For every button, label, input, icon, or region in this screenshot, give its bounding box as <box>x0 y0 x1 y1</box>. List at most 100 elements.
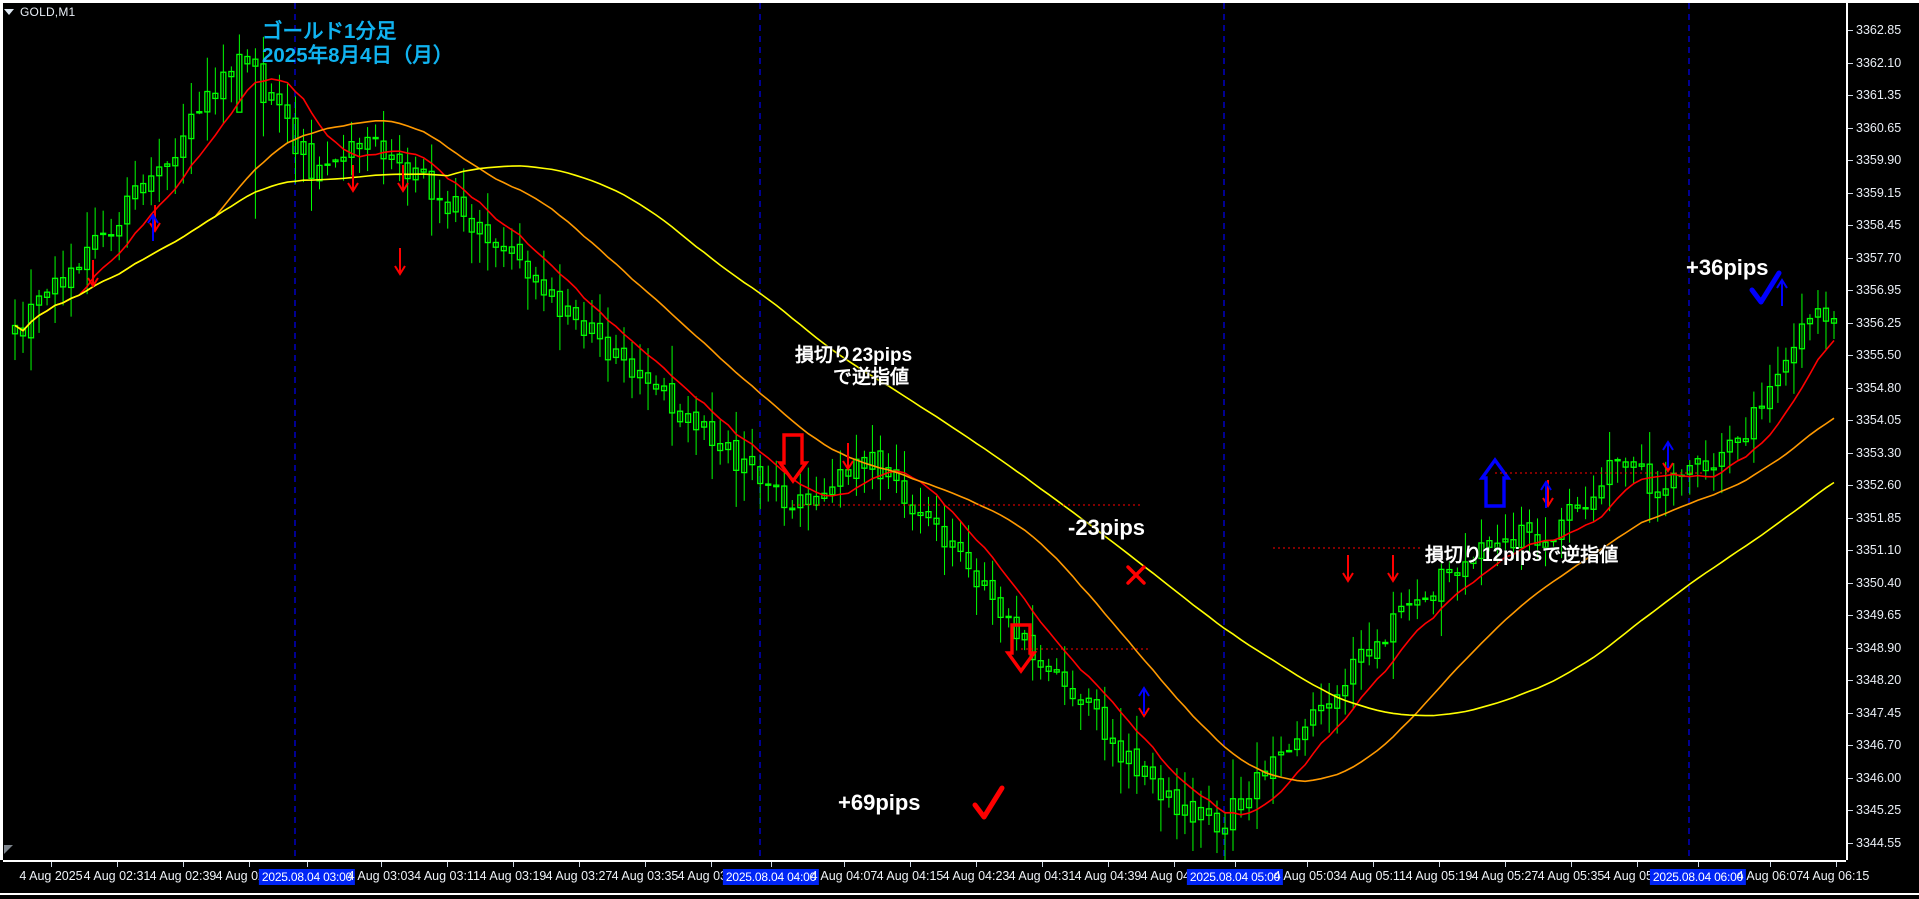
time-axis-label: 4 Aug 03:19 <box>479 869 547 883</box>
time-axis-label: 4 Aug 04:23 <box>942 869 1010 883</box>
price-tick <box>1848 680 1853 682</box>
price-tick <box>1848 225 1853 227</box>
price-tick <box>1848 810 1853 812</box>
price-axis-label: 3356.95 <box>1856 283 1902 298</box>
time-tick <box>1307 862 1308 867</box>
price-tick <box>1848 647 1853 649</box>
price-axis-line <box>1846 3 1848 860</box>
price-axis-label: 3346.00 <box>1856 770 1902 785</box>
price-axis-label: 3360.65 <box>1856 120 1902 135</box>
time-tick <box>51 862 52 867</box>
price-tick <box>1848 257 1853 259</box>
price-tick <box>1848 160 1853 162</box>
time-tick <box>1770 862 1771 867</box>
annotation-result-plus36pips: +36pips <box>1686 255 1769 280</box>
chevron-down-icon[interactable] <box>4 9 14 15</box>
time-tick <box>1108 862 1109 867</box>
price-axis-label: 3356.25 <box>1856 315 1902 330</box>
price-tick <box>1848 615 1853 617</box>
price-axis-label: 3354.05 <box>1856 413 1902 428</box>
time-axis-label: 4 Aug 04:31 <box>1008 869 1076 883</box>
window-border-top <box>0 0 1919 3</box>
price-axis-label: 3344.55 <box>1856 836 1902 850</box>
price-axis-label: 3351.10 <box>1856 543 1902 558</box>
chart-scroll-indicator[interactable] <box>4 845 13 854</box>
time-tick <box>1235 862 1236 867</box>
window-border-left <box>0 0 3 860</box>
price-tick <box>1848 322 1853 324</box>
time-tick <box>579 862 580 867</box>
time-tick <box>1571 862 1572 867</box>
time-tick <box>1174 862 1175 867</box>
time-axis-label: 4 Aug 04:15 <box>876 869 944 883</box>
price-tick <box>1848 712 1853 714</box>
price-tick <box>1848 127 1853 129</box>
time-axis-label: 4 Aug 03:27 <box>545 869 613 883</box>
price-axis-label: 3351.85 <box>1856 510 1902 525</box>
price-tick <box>1848 387 1853 389</box>
time-axis-label: 4 Aug 06:07 <box>1736 869 1804 883</box>
time-axis-label: 4 Aug 04:07 <box>810 869 878 883</box>
price-axis-label: 3348.20 <box>1856 673 1902 688</box>
price-tick <box>1848 420 1853 422</box>
time-tick <box>910 862 911 867</box>
price-axis-label: 3347.45 <box>1856 705 1902 720</box>
time-axis-label-highlighted: 2025.08.04 04:00 <box>722 869 820 885</box>
time-tick <box>1505 862 1506 867</box>
time-axis-label: 4 Aug 2025 <box>19 869 83 883</box>
time-axis-label-highlighted: 2025.08.04 05:00 <box>1186 869 1284 885</box>
price-tick <box>1848 517 1853 519</box>
price-axis[interactable]: 3362.85 3362.10 3361.35 3360.65 3359.90 3359.… <box>1846 3 1919 860</box>
time-axis-label: 4 Aug 03:35 <box>611 869 679 883</box>
time-axis-label: 4 Aug 05:11 <box>1340 869 1406 883</box>
chart-titlebar[interactable]: GOLD,M1 <box>4 3 75 21</box>
price-tick <box>1848 843 1853 844</box>
annotation-stoploss-12pips: 損切り12pipsで逆指値 <box>1425 545 1619 566</box>
time-axis-label: 4 Aug 05:03 <box>1273 869 1341 883</box>
price-tick <box>1848 485 1853 487</box>
price-tick <box>1848 355 1853 357</box>
price-axis-label: 3345.25 <box>1856 803 1902 818</box>
time-tick <box>249 862 250 867</box>
time-tick <box>513 862 514 867</box>
price-axis-label: 3353.30 <box>1856 445 1902 460</box>
price-tick <box>1848 62 1853 64</box>
time-axis-label: 4 Aug 05:35 <box>1537 869 1605 883</box>
annotation-result-minus23pips: -23pips <box>1068 515 1146 540</box>
time-axis-label: 4 Aug 06:15 <box>1802 869 1870 883</box>
price-axis-label: 3355.50 <box>1856 348 1902 363</box>
time-axis-label-highlighted: 2025.08.04 06:00 <box>1649 869 1747 885</box>
price-tick <box>1848 550 1853 552</box>
annotation-result-plus69pips: +69pips <box>838 790 921 815</box>
price-axis-label: 3361.35 <box>1856 88 1902 103</box>
price-axis-label: 3349.65 <box>1856 608 1902 623</box>
time-tick <box>381 862 382 867</box>
price-tick <box>1848 777 1853 779</box>
time-tick <box>771 862 772 867</box>
price-axis-label: 3358.45 <box>1856 218 1902 233</box>
time-tick <box>976 862 977 867</box>
time-tick <box>307 862 308 867</box>
time-axis-label: 4 Aug 03:03 <box>347 869 415 883</box>
price-tick <box>1848 290 1853 292</box>
time-axis[interactable]: 4 Aug 2025 4 Aug 02:31 4 Aug 02:39 4 Aug 02… <box>3 860 1919 893</box>
time-axis-label: 4 Aug 03:11 <box>414 869 480 883</box>
chart-title-annotation: ゴールド1分足 2025年8月4日（月） <box>262 20 454 67</box>
time-tick <box>1373 862 1374 867</box>
time-tick <box>1042 862 1043 867</box>
time-axis-label: 4 Aug 04:39 <box>1074 869 1142 883</box>
time-tick <box>117 862 118 867</box>
price-tick <box>1848 30 1853 31</box>
price-axis-label: 3357.70 <box>1856 250 1902 265</box>
price-tick <box>1848 192 1853 194</box>
price-axis-label: 3348.90 <box>1856 640 1902 655</box>
price-axis-label: 3362.10 <box>1856 55 1902 70</box>
price-axis-label: 3362.85 <box>1856 23 1902 37</box>
time-axis-label-highlighted: 2025.08.04 03:00 <box>258 869 356 885</box>
time-tick <box>447 862 448 867</box>
time-tick <box>1836 862 1837 867</box>
time-axis-label: 4 Aug 05:27 <box>1471 869 1539 883</box>
price-tick <box>1848 582 1853 584</box>
chart-plot-area[interactable] <box>3 3 1846 860</box>
